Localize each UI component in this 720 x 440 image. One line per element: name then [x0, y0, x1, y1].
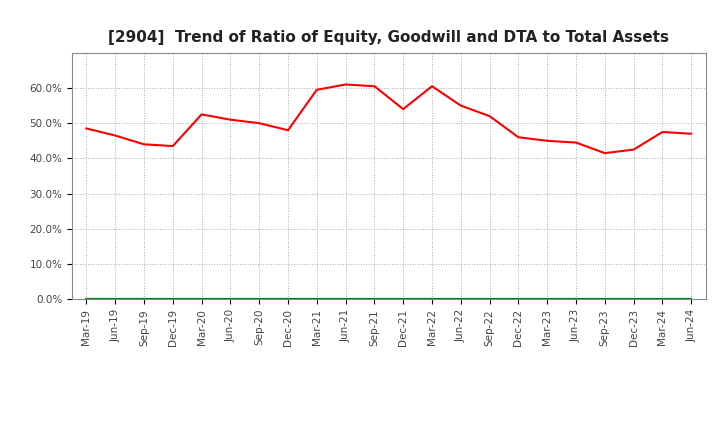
Deferred Tax Assets	[658, 297, 667, 302]
Goodwill	[82, 297, 91, 302]
Equity	[456, 103, 465, 108]
Deferred Tax Assets	[572, 297, 580, 302]
Deferred Tax Assets	[370, 297, 379, 302]
Goodwill	[399, 297, 408, 302]
Goodwill	[687, 297, 696, 302]
Deferred Tax Assets	[82, 297, 91, 302]
Deferred Tax Assets	[284, 297, 292, 302]
Equity	[370, 84, 379, 89]
Title: [2904]  Trend of Ratio of Equity, Goodwill and DTA to Total Assets: [2904] Trend of Ratio of Equity, Goodwil…	[108, 29, 670, 45]
Goodwill	[312, 297, 321, 302]
Deferred Tax Assets	[226, 297, 235, 302]
Equity	[600, 150, 609, 156]
Equity	[255, 121, 264, 126]
Equity	[82, 126, 91, 131]
Goodwill	[197, 297, 206, 302]
Goodwill	[140, 297, 148, 302]
Equity	[341, 82, 350, 87]
Goodwill	[226, 297, 235, 302]
Goodwill	[543, 297, 552, 302]
Goodwill	[456, 297, 465, 302]
Equity	[284, 128, 292, 133]
Deferred Tax Assets	[255, 297, 264, 302]
Goodwill	[111, 297, 120, 302]
Equity	[140, 142, 148, 147]
Goodwill	[284, 297, 292, 302]
Deferred Tax Assets	[312, 297, 321, 302]
Deferred Tax Assets	[629, 297, 638, 302]
Deferred Tax Assets	[428, 297, 436, 302]
Deferred Tax Assets	[111, 297, 120, 302]
Deferred Tax Assets	[687, 297, 696, 302]
Equity	[168, 143, 177, 149]
Equity	[514, 135, 523, 140]
Deferred Tax Assets	[514, 297, 523, 302]
Deferred Tax Assets	[140, 297, 148, 302]
Equity	[658, 129, 667, 135]
Equity	[428, 84, 436, 89]
Equity	[111, 133, 120, 138]
Goodwill	[514, 297, 523, 302]
Goodwill	[428, 297, 436, 302]
Goodwill	[168, 297, 177, 302]
Goodwill	[629, 297, 638, 302]
Deferred Tax Assets	[600, 297, 609, 302]
Equity	[629, 147, 638, 152]
Equity	[543, 138, 552, 143]
Deferred Tax Assets	[543, 297, 552, 302]
Equity	[572, 140, 580, 145]
Equity	[226, 117, 235, 122]
Line: Equity: Equity	[86, 84, 691, 153]
Goodwill	[341, 297, 350, 302]
Equity	[485, 114, 494, 119]
Goodwill	[658, 297, 667, 302]
Deferred Tax Assets	[399, 297, 408, 302]
Goodwill	[572, 297, 580, 302]
Goodwill	[600, 297, 609, 302]
Deferred Tax Assets	[341, 297, 350, 302]
Equity	[197, 112, 206, 117]
Equity	[687, 131, 696, 136]
Deferred Tax Assets	[456, 297, 465, 302]
Deferred Tax Assets	[168, 297, 177, 302]
Goodwill	[255, 297, 264, 302]
Deferred Tax Assets	[197, 297, 206, 302]
Goodwill	[485, 297, 494, 302]
Deferred Tax Assets	[485, 297, 494, 302]
Goodwill	[370, 297, 379, 302]
Equity	[399, 106, 408, 112]
Equity	[312, 87, 321, 92]
